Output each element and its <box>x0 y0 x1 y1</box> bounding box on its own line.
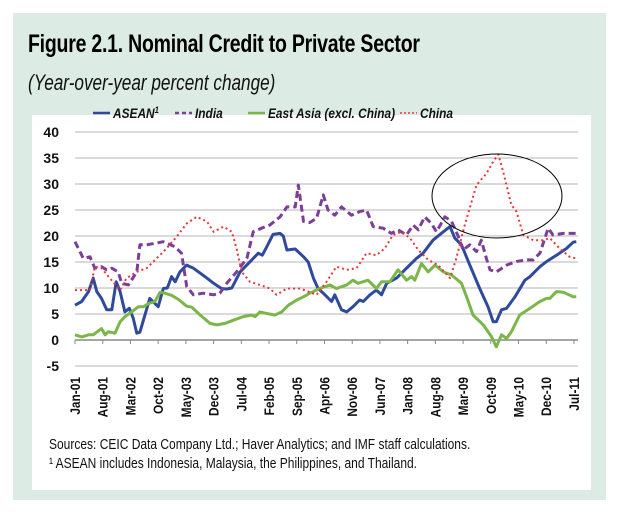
x-tick-label: Apr-06 <box>317 377 333 415</box>
footnote: ¹ ASEAN includes Indonesia, Malaysia, th… <box>49 455 417 472</box>
legend: ASEAN1 India East Asia (excl. China) China <box>93 104 453 121</box>
figure-subtitle: (Year-over-year percent change) <box>28 70 276 95</box>
legend-label: East Asia (excl. China) <box>268 105 395 121</box>
highlight-ellipse <box>431 153 563 239</box>
legend-label: ASEAN1 <box>112 104 159 121</box>
y-tick-label: 35 <box>43 150 59 166</box>
series-line-asean <box>74 225 577 335</box>
x-tick-label: Oct-02 <box>150 377 166 414</box>
x-tick-label: Dec-03 <box>206 377 222 416</box>
x-tick-label: May-03 <box>178 377 194 417</box>
x-tick-label: Mar-09 <box>455 377 471 415</box>
x-tick-label: Jul-11 <box>566 377 582 411</box>
x-tick-label: Oct-09 <box>483 377 499 414</box>
y-tick-label: 25 <box>43 202 59 218</box>
x-tick-label: Dec-10 <box>538 377 554 416</box>
series-line-china <box>75 153 577 296</box>
x-tick-label: Aug-08 <box>427 377 443 417</box>
x-tick-label: Jul-04 <box>233 376 249 411</box>
chart-area <box>32 115 591 490</box>
series-line-india <box>73 183 577 297</box>
y-tick-label: 40 <box>43 124 59 140</box>
figure-title: Figure 2.1. Nominal Credit to Private Se… <box>28 30 420 58</box>
x-tick-label: Jun-07 <box>372 377 388 415</box>
sources-note: Sources: CEIC Data Company Ltd.; Haver A… <box>49 436 471 453</box>
y-tick-label: 0 <box>51 332 59 348</box>
y-tick-label: 15 <box>43 254 59 270</box>
x-tick-label: Jan-01 <box>67 377 83 415</box>
x-tick-label: Feb-05 <box>261 377 277 415</box>
x-tick-label: Nov-06 <box>344 377 360 417</box>
y-tick-label: -5 <box>47 358 60 374</box>
y-tick-label: 20 <box>43 228 59 244</box>
legend-label: China <box>420 105 453 121</box>
x-tick-label: Sep-05 <box>289 377 305 416</box>
x-tick-label: Jan-08 <box>400 377 416 415</box>
x-tick-label: Aug-01 <box>95 377 111 417</box>
y-tick-label: 30 <box>43 176 59 192</box>
legend-superscript: 1 <box>155 104 160 115</box>
x-tick-label: Mar-02 <box>123 377 139 415</box>
legend-label: India <box>195 105 223 121</box>
series-line-east <box>74 262 577 349</box>
x-tick-label: May-10 <box>511 377 527 417</box>
y-tick-label: 10 <box>43 280 59 296</box>
y-tick-label: 5 <box>51 306 59 322</box>
